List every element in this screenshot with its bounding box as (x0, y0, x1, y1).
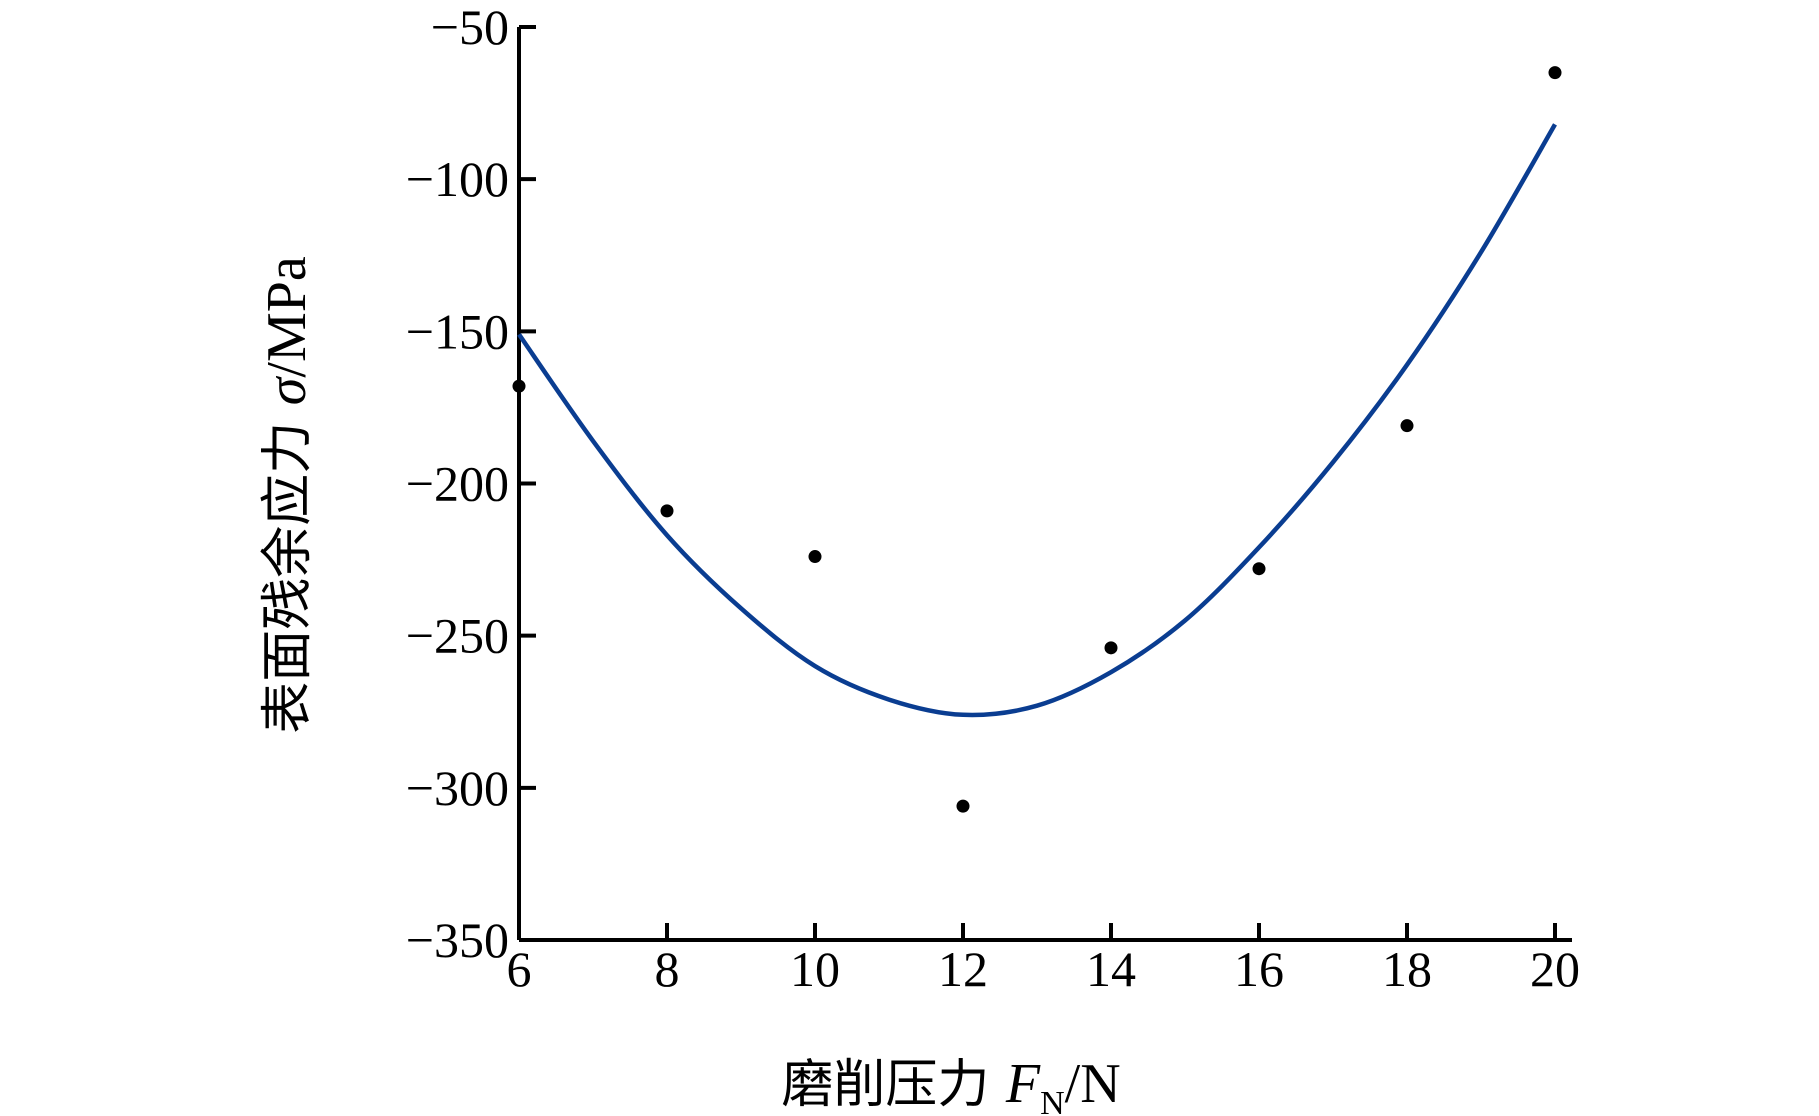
y-tick-label: −300 (406, 760, 509, 816)
x-tick-label: 16 (1234, 941, 1284, 997)
x-tick-label: 6 (507, 941, 532, 997)
fit-curve (517, 123, 1557, 718)
x-tick-label: 12 (938, 941, 988, 997)
data-point (956, 799, 970, 813)
y-tick-label: −250 (406, 608, 509, 664)
y-tick-label: −100 (406, 151, 509, 207)
x-tick-label: 20 (1530, 941, 1580, 997)
x-ticks: 6 8 10 12 14 16 18 20 (507, 923, 1580, 997)
y-axis-title: 表面残余应力 σ/MPa (256, 256, 318, 734)
data-point (1104, 641, 1118, 655)
data-point (1252, 562, 1266, 576)
x-axis-title-symbol: F (1005, 1053, 1041, 1115)
x-tick-label: 18 (1382, 941, 1432, 997)
x-axis-title-subscript: N (1040, 1085, 1065, 1116)
x-tick-label: 10 (790, 941, 840, 997)
y-axis-title-prefix: 表面残余应力 (258, 405, 318, 734)
x-tick-label: 8 (655, 941, 680, 997)
data-point (808, 550, 822, 564)
y-axis-title-symbol: σ (256, 375, 318, 405)
x-axis-title: 磨削压力 FN/N (781, 1053, 1120, 1116)
x-tick-label: 14 (1086, 941, 1136, 997)
data-point (512, 379, 526, 393)
data-points (512, 66, 1562, 813)
x-axis-title-unit: /N (1065, 1053, 1121, 1115)
y-tick-label: −50 (431, 0, 509, 55)
data-point (1548, 66, 1562, 80)
data-point (660, 504, 674, 518)
y-tick-label: −150 (406, 303, 509, 359)
y-axis-title-unit: /MPa (256, 256, 318, 377)
y-tick-label: −350 (406, 912, 509, 968)
data-point (1400, 419, 1414, 433)
y-tick-label: −200 (406, 456, 509, 512)
plot-area: −50 −100 −150 −200 −250 −300 −350 6 8 10 12 14 16 18… (406, 0, 1580, 997)
y-ticks: −50 −100 −150 −200 −250 −300 −350 (406, 0, 536, 968)
x-axis-title-prefix: 磨削压力 (781, 1055, 1006, 1115)
